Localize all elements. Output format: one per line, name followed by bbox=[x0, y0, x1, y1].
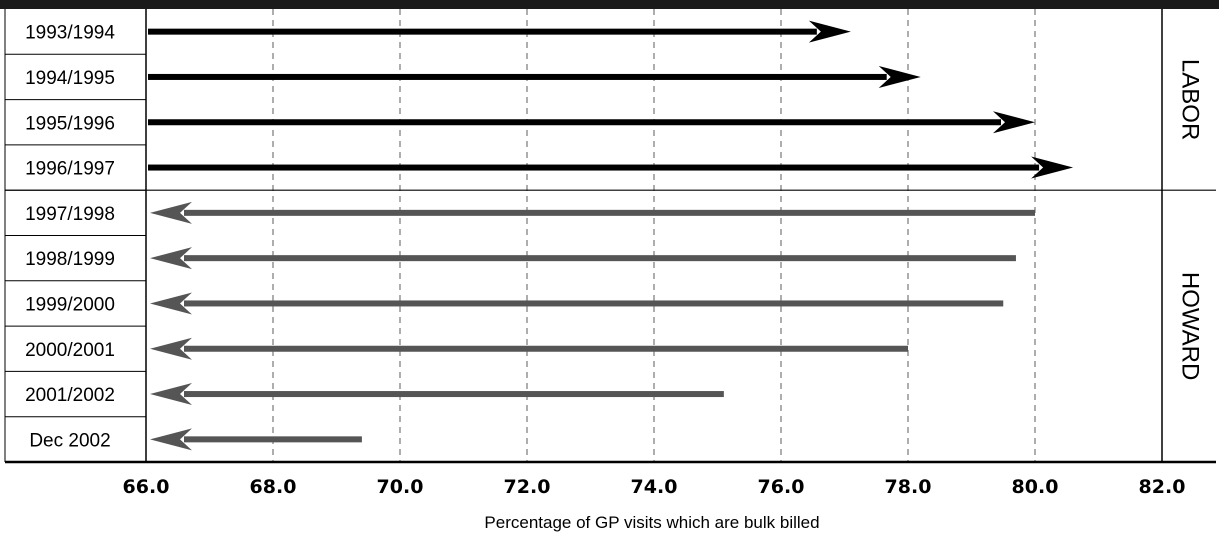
arrowhead-1993/1994 bbox=[808, 20, 851, 43]
x-axis-label: Percentage of GP visits which are bulk b… bbox=[484, 513, 819, 532]
category-labels: 1993/1994 1994/1995 1995/1996 1996/1997 1997… bbox=[25, 23, 115, 452]
x-tick-labels: 66.0 68.0 70.0 72.0 74.0 76.0 78.0 80.0 82.0 bbox=[123, 476, 1186, 498]
arrowhead-1994/1995 bbox=[878, 65, 921, 88]
category-label: 1993/1994 bbox=[25, 23, 115, 44]
x-tick-label: 70.0 bbox=[377, 476, 424, 498]
arrowhead-Dec 2002 bbox=[150, 428, 192, 451]
bar-1995/1996 bbox=[148, 119, 1001, 126]
bar-1993/1994 bbox=[148, 28, 817, 35]
bar-1998/1999 bbox=[184, 255, 1016, 262]
arrowhead-1997/1998 bbox=[150, 201, 192, 224]
bar-1997/1998 bbox=[184, 209, 1035, 216]
x-tick-label: 72.0 bbox=[504, 476, 551, 498]
category-label: 1997/1998 bbox=[25, 204, 115, 225]
category-label: 2001/2002 bbox=[25, 385, 115, 406]
arrowhead-2000/2001 bbox=[150, 337, 192, 360]
x-tick-label: 66.0 bbox=[123, 476, 170, 498]
bar-2000/2001 bbox=[184, 345, 908, 352]
x-tick-label: 68.0 bbox=[250, 476, 297, 498]
category-label: 1996/1997 bbox=[25, 159, 115, 180]
category-label: 1998/1999 bbox=[25, 249, 115, 270]
category-label: 1999/2000 bbox=[25, 294, 115, 315]
header-band bbox=[0, 0, 1219, 9]
bar-Dec 2002 bbox=[184, 436, 362, 443]
x-tick-label: 76.0 bbox=[758, 476, 805, 498]
category-label: 1995/1996 bbox=[25, 113, 115, 134]
arrowhead-1999/2000 bbox=[150, 292, 192, 315]
category-label: 2000/2001 bbox=[25, 340, 115, 361]
group-label-labor: LABOR bbox=[1177, 59, 1204, 140]
grid-lines bbox=[272, 9, 1036, 462]
x-tick-label: 78.0 bbox=[885, 476, 932, 498]
category-label: Dec 2002 bbox=[29, 430, 110, 451]
group-labels: LABOR HOWARD bbox=[1177, 59, 1204, 380]
arrowhead-1998/1999 bbox=[150, 247, 192, 270]
group-label-howard: HOWARD bbox=[1177, 272, 1204, 380]
category-label: 1994/1995 bbox=[25, 68, 115, 89]
x-tick-label: 82.0 bbox=[1139, 476, 1186, 498]
arrowhead-1995/1996 bbox=[993, 111, 1035, 134]
bars bbox=[148, 20, 1074, 451]
bar-1996/1997 bbox=[148, 164, 1040, 171]
bar-2001/2002 bbox=[184, 391, 724, 398]
bar-1994/1995 bbox=[148, 73, 887, 80]
bar-1999/2000 bbox=[184, 300, 1004, 307]
chart-frame bbox=[4, 9, 1216, 464]
x-tick-label: 80.0 bbox=[1012, 476, 1059, 498]
arrowhead-1996/1997 bbox=[1031, 156, 1074, 179]
x-tick-label: 74.0 bbox=[631, 476, 678, 498]
arrowhead-2001/2002 bbox=[150, 383, 192, 406]
